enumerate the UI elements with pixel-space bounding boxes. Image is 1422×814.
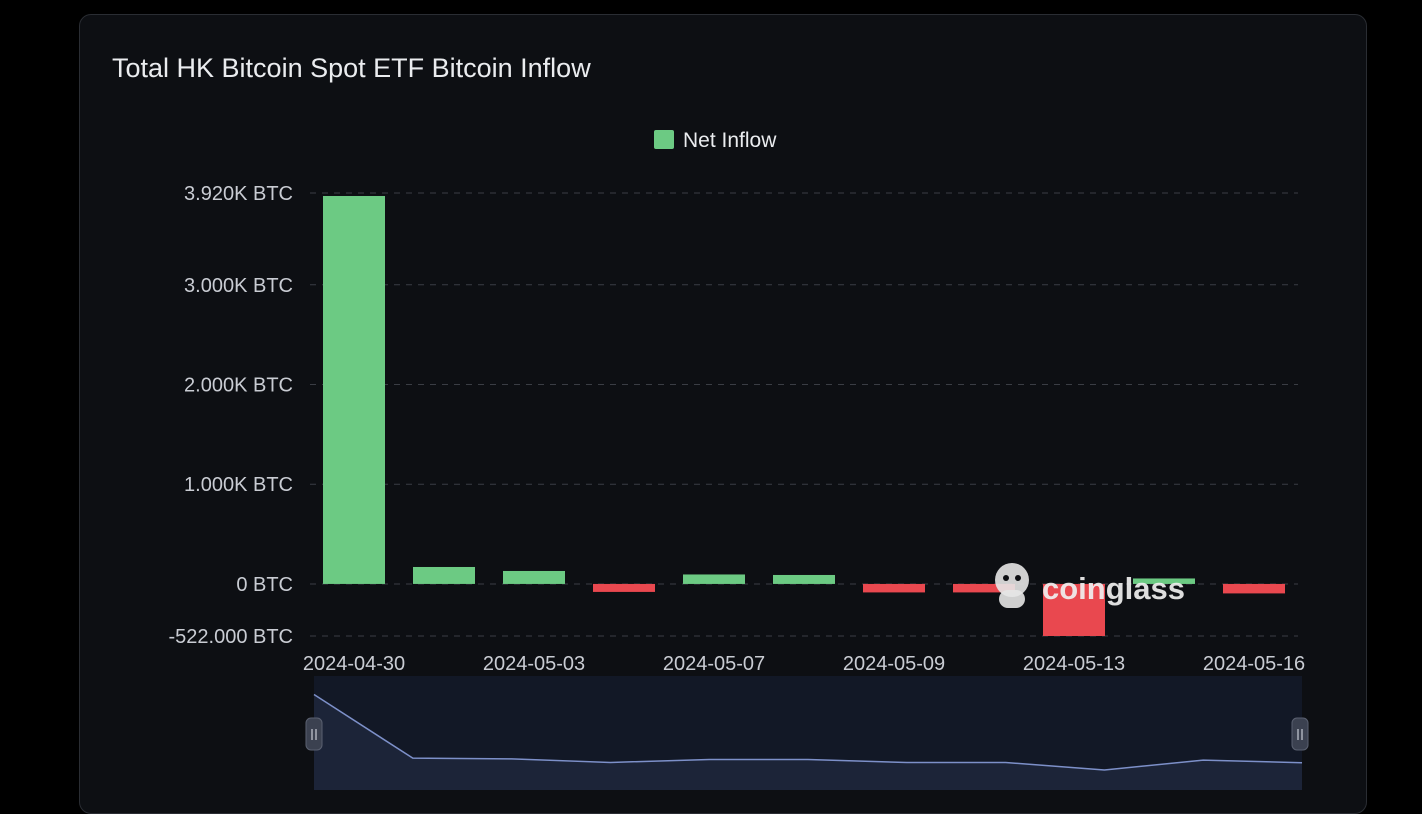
bar[interactable] bbox=[323, 195, 385, 584]
y-tick-label: 1.000K BTC bbox=[184, 474, 293, 496]
navigator-area bbox=[314, 694, 1302, 790]
bar[interactable] bbox=[953, 583, 1015, 593]
bar[interactable] bbox=[863, 583, 925, 593]
x-tick-label: 2024-05-13 bbox=[1023, 653, 1125, 675]
y-tick-label: 2.000K BTC bbox=[184, 374, 293, 396]
coinglass-logo-icon bbox=[1003, 575, 1009, 581]
legend-swatch[interactable] bbox=[654, 130, 674, 149]
coinglass-logo-icon bbox=[995, 563, 1029, 597]
bar[interactable] bbox=[1223, 583, 1285, 594]
navigator-left-handle[interactable] bbox=[305, 717, 323, 751]
bar[interactable] bbox=[1043, 583, 1105, 636]
coinglass-logo-icon bbox=[1015, 575, 1021, 581]
bar[interactable] bbox=[773, 574, 835, 584]
x-tick-label: 2024-05-16 bbox=[1203, 653, 1305, 675]
bar[interactable] bbox=[593, 583, 655, 592]
bar[interactable] bbox=[413, 566, 475, 584]
y-tick-label: 3.920K BTC bbox=[184, 183, 293, 205]
navigator-right-handle[interactable] bbox=[1291, 717, 1309, 751]
y-tick-label: -522.000 BTC bbox=[168, 626, 293, 648]
x-tick-label: 2024-05-07 bbox=[663, 653, 765, 675]
x-tick-label: 2024-05-03 bbox=[483, 653, 585, 675]
bar[interactable] bbox=[503, 570, 565, 584]
y-tick-label: 3.000K BTC bbox=[184, 275, 293, 297]
navigator-line bbox=[313, 693, 1303, 771]
watermark-text: coinglass bbox=[1042, 571, 1185, 606]
bar[interactable] bbox=[683, 574, 745, 584]
coinglass-logo-icon bbox=[999, 590, 1025, 608]
x-tick-label: 2024-04-30 bbox=[303, 653, 405, 675]
legend-label[interactable]: Net Inflow bbox=[683, 129, 777, 152]
chart-title: Total HK Bitcoin Spot ETF Bitcoin Inflow bbox=[112, 53, 591, 83]
y-tick-label: 0 BTC bbox=[236, 574, 293, 596]
bar[interactable] bbox=[1133, 578, 1195, 584]
x-tick-label: 2024-05-09 bbox=[843, 653, 945, 675]
